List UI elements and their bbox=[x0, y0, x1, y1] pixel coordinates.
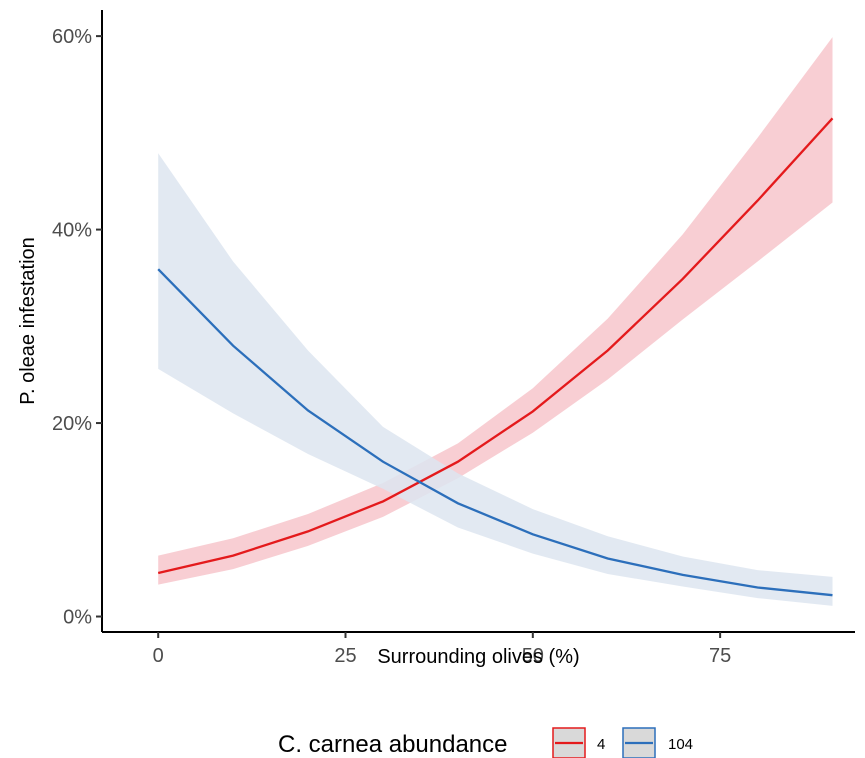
x-tick-label: 75 bbox=[709, 645, 731, 667]
ribbon-series-1 bbox=[158, 153, 833, 606]
line-series-1 bbox=[157, 268, 833, 597]
legend-label-0: 4 bbox=[597, 736, 605, 753]
y-tick-label: 40% bbox=[52, 220, 92, 242]
line-series-0 bbox=[157, 117, 834, 575]
x-axis-title: Surrounding olives (%) bbox=[377, 646, 579, 668]
x-axis-ticks: 0 25 50 75 bbox=[153, 632, 731, 667]
y-tick-label: 60% bbox=[52, 26, 92, 48]
confidence-ribbons bbox=[158, 37, 833, 606]
x-tick-label: 0 bbox=[153, 645, 164, 667]
x-tick-label: 50 bbox=[522, 645, 544, 667]
y-axis-ticks: 0% 20% 40% 60% bbox=[52, 26, 102, 629]
series-lines bbox=[157, 117, 834, 597]
x-tick-label: 25 bbox=[334, 645, 356, 667]
y-tick-label: 0% bbox=[63, 607, 92, 629]
y-axis-title: P. oleae infestation bbox=[17, 237, 39, 405]
y-tick-label: 20% bbox=[52, 413, 92, 435]
legend-title: C. carnea abundance bbox=[278, 731, 508, 758]
legend-label-1: 104 bbox=[668, 736, 693, 753]
legend: C. carnea abundance 4 104 bbox=[278, 727, 693, 758]
